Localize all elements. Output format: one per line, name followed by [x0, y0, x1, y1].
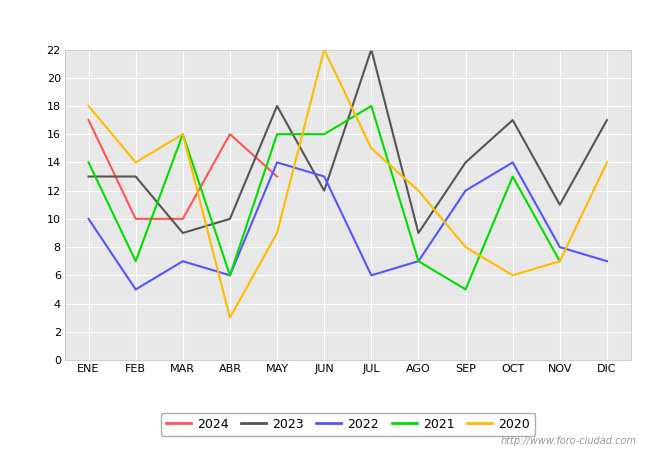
Text: http://www.foro-ciudad.com: http://www.foro-ciudad.com	[501, 436, 637, 446]
Legend: 2024, 2023, 2022, 2021, 2020: 2024, 2023, 2022, 2021, 2020	[161, 413, 535, 436]
Text: Matriculaciones de Vehiculos en Garrucha: Matriculaciones de Vehiculos en Garrucha	[151, 11, 499, 29]
